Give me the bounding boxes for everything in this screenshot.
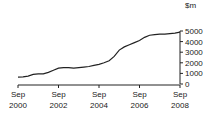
x-tick-label: Sep 2000: [9, 90, 27, 110]
plot: [18, 32, 180, 77]
y-tick-label: 5000: [185, 27, 203, 36]
x-tick: [58, 85, 59, 88]
series-line: [18, 32, 180, 77]
x-tick-label: Sep 2004: [90, 90, 108, 110]
chart: 010002000300040005000$mSep2000Sep2002Sep…: [0, 0, 215, 132]
x-tick: [99, 85, 100, 88]
x-tick-label-line: Sep: [173, 90, 188, 99]
y-tick: [180, 62, 183, 63]
y-tick-label: 0: [185, 80, 190, 89]
y-axis: [180, 31, 181, 84]
y-tick: [180, 84, 183, 85]
y-tick: [180, 41, 183, 42]
y-axis-label: $m: [185, 1, 196, 10]
x-tick-label: Sep 2002: [50, 90, 68, 110]
x-tick: [180, 85, 181, 88]
y-tick-label: 4000: [185, 38, 203, 47]
x-tick-label-line: Sep: [92, 90, 107, 99]
y-tick: [180, 52, 183, 53]
x-tick-label-line: Sep: [11, 90, 26, 99]
x-tick-label-line: 2008: [171, 101, 189, 110]
y-tick: [180, 73, 183, 74]
x-tick-label-line: Sep: [51, 90, 66, 99]
y-tick-label: 1000: [185, 69, 203, 78]
x-tick-label-line: 2004: [90, 101, 108, 110]
y-tick: [180, 31, 183, 32]
x-tick-label-line: 2002: [50, 101, 68, 110]
x-tick-label: Sep 2006: [131, 90, 149, 110]
x-tick: [139, 85, 140, 88]
y-tick-label: 2000: [185, 59, 203, 68]
x-tick-label: Sep 2008: [171, 90, 189, 110]
y-tick-label: 3000: [185, 48, 203, 57]
x-tick-label-line: Sep: [132, 90, 147, 99]
x-tick-label-line: 2006: [131, 101, 149, 110]
x-tick: [18, 85, 19, 88]
x-tick-label-line: 2000: [9, 101, 27, 110]
